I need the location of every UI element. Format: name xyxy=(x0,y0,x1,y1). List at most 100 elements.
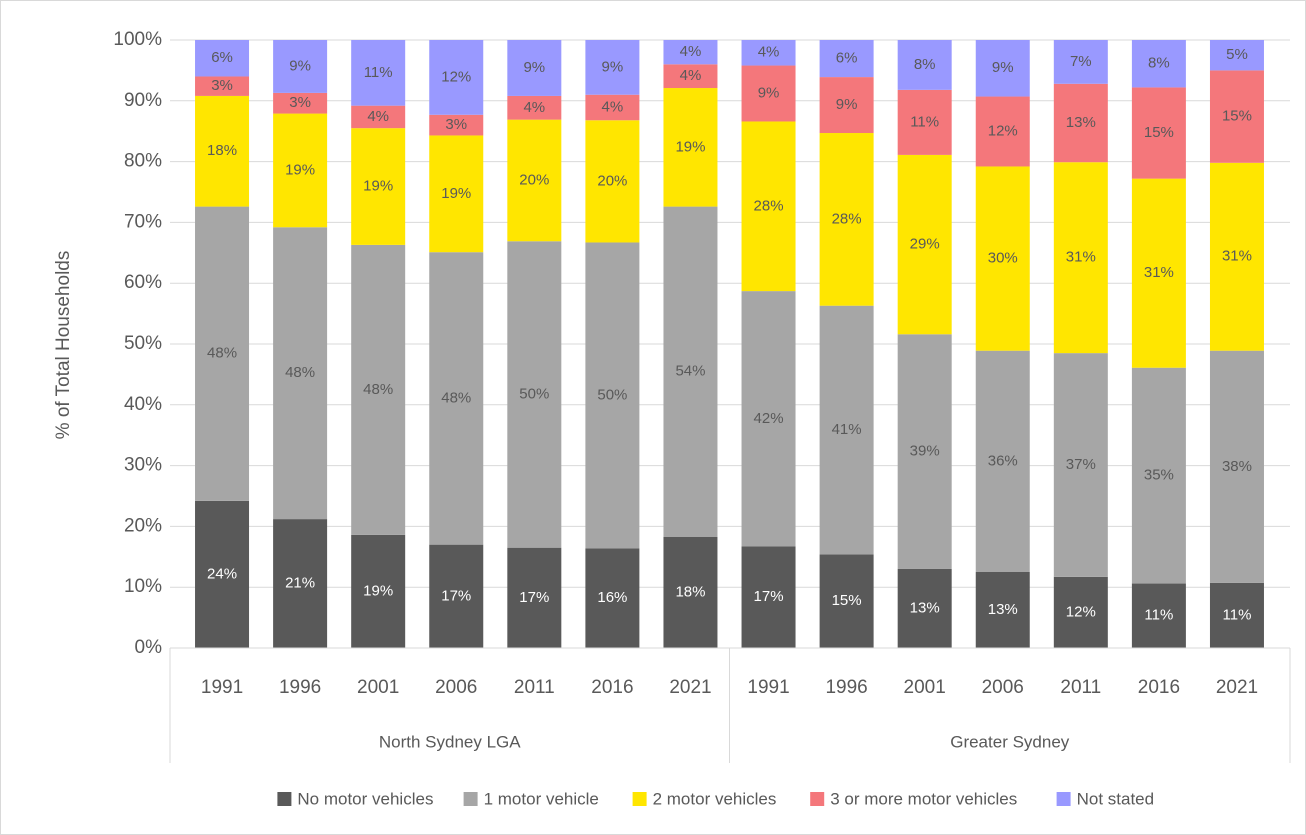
data-label: 36% xyxy=(988,452,1018,469)
data-label: 17% xyxy=(754,588,784,605)
legend-label: Not stated xyxy=(1077,789,1155,808)
bar-segment xyxy=(195,95,250,207)
data-label: 9% xyxy=(289,57,311,74)
data-label: 21% xyxy=(285,575,315,592)
bar-segment xyxy=(507,119,562,242)
legend-label: 2 motor vehicles xyxy=(653,789,777,808)
data-label: 12% xyxy=(988,122,1018,139)
data-label: 9% xyxy=(836,96,858,113)
bar-segment xyxy=(741,291,796,547)
y-tick-label: 10% xyxy=(124,576,162,597)
bar-segment xyxy=(819,77,874,134)
data-label: 9% xyxy=(992,59,1014,76)
data-label: 4% xyxy=(523,99,545,116)
data-label: 7% xyxy=(1070,53,1092,70)
data-label: 9% xyxy=(758,84,780,101)
x-tick-label: 1991 xyxy=(747,677,789,698)
y-tick-label: 20% xyxy=(124,515,162,536)
data-label: 28% xyxy=(832,210,862,227)
data-label: 8% xyxy=(1148,55,1170,72)
data-label: 15% xyxy=(1144,124,1174,141)
bar-segment xyxy=(975,572,1030,648)
bar-segment xyxy=(351,105,406,129)
bar-segment xyxy=(351,534,406,648)
data-label: 4% xyxy=(367,108,389,125)
data-label: 18% xyxy=(207,142,237,159)
bar-segment xyxy=(1209,40,1264,71)
data-label: 24% xyxy=(207,565,237,582)
bar-segment xyxy=(585,120,640,243)
data-label: 29% xyxy=(910,236,940,253)
data-label: 30% xyxy=(988,250,1018,267)
bar-segment xyxy=(585,548,640,648)
data-label: 6% xyxy=(836,50,858,67)
data-label: 38% xyxy=(1222,458,1252,475)
bar-segment xyxy=(663,536,718,648)
data-label: 19% xyxy=(675,138,705,155)
bar-segment xyxy=(897,568,952,648)
bar-segment xyxy=(195,40,250,77)
bar-segment xyxy=(663,88,718,207)
bar-segment xyxy=(1131,87,1186,179)
data-label: 48% xyxy=(285,364,315,381)
x-tick-label: 2016 xyxy=(1138,677,1180,698)
x-tick-label: 2011 xyxy=(1060,677,1101,698)
bar-segment xyxy=(351,40,406,106)
legend-label: 1 motor vehicle xyxy=(484,789,599,808)
group-label: North Sydney LGA xyxy=(379,732,521,751)
bar-segment xyxy=(273,227,328,520)
bar-segment xyxy=(195,76,250,96)
bar-segment xyxy=(429,135,484,253)
bar-segment xyxy=(1209,70,1264,163)
data-label: 18% xyxy=(675,583,705,600)
data-label: 54% xyxy=(675,363,705,380)
bar-segment xyxy=(975,166,1030,351)
data-label: 50% xyxy=(597,386,627,403)
bar-segment xyxy=(507,241,562,548)
legend-swatch xyxy=(810,792,825,806)
bar-segment xyxy=(819,40,874,78)
data-label: 4% xyxy=(602,98,624,115)
data-label: 12% xyxy=(441,68,471,85)
data-label: 13% xyxy=(988,601,1018,618)
data-label: 6% xyxy=(211,49,233,66)
y-tick-label: 90% xyxy=(124,90,162,111)
bar-segment xyxy=(429,40,484,115)
data-label: 39% xyxy=(910,443,940,460)
data-label: 15% xyxy=(1222,108,1252,125)
data-label: 3% xyxy=(445,116,467,133)
bar-segment xyxy=(351,128,406,245)
data-label: 19% xyxy=(363,582,393,599)
bar-segment xyxy=(273,113,328,228)
bar-segment xyxy=(507,547,562,648)
data-label: 19% xyxy=(363,177,393,194)
data-label: 11% xyxy=(1223,606,1252,623)
data-label: 48% xyxy=(441,389,471,406)
bar-segment xyxy=(741,546,796,648)
y-tick-label: 0% xyxy=(135,637,163,658)
legend-swatch xyxy=(463,792,478,806)
data-label: 35% xyxy=(1144,467,1174,484)
x-tick-label: 2001 xyxy=(904,677,946,698)
data-label: 13% xyxy=(910,599,940,616)
data-label: 19% xyxy=(441,185,471,202)
data-label: 37% xyxy=(1066,456,1096,473)
data-label: 4% xyxy=(680,67,702,84)
y-tick-label: 60% xyxy=(124,272,162,293)
x-tick-label: 2001 xyxy=(357,677,399,698)
data-label: 4% xyxy=(680,43,702,60)
data-label: 16% xyxy=(597,589,627,606)
data-label: 20% xyxy=(597,172,627,189)
data-label: 9% xyxy=(602,58,624,75)
bar-segment xyxy=(1131,178,1186,368)
bar-segment xyxy=(741,40,796,66)
data-label: 50% xyxy=(519,385,549,402)
y-axis-title: % of Total Households xyxy=(53,251,74,440)
bar-segment xyxy=(819,133,874,306)
y-tick-label: 70% xyxy=(124,211,162,232)
data-label: 11% xyxy=(910,113,939,130)
bar-segment xyxy=(1053,162,1108,354)
bar-segment xyxy=(429,252,484,545)
bar-segment xyxy=(429,114,484,136)
